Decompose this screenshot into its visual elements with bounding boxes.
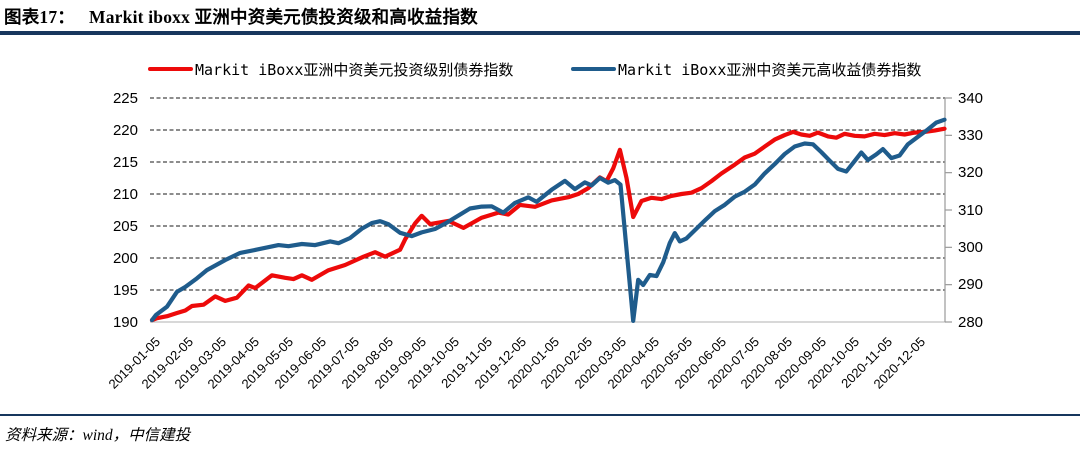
figure-number: 图表17： (4, 7, 75, 27)
legend-swatch-blue-line (571, 66, 616, 72)
series-lines (149, 117, 947, 323)
legend-label: Markit iBoxx亚洲中资美元投资级别债券指数 (195, 60, 514, 79)
right-axis-tick-label: 280 (958, 313, 984, 331)
legend-label: Markit iBoxx亚洲中资美元高收益债券指数 (618, 60, 922, 79)
right-axis-tick-label: 320 (958, 164, 984, 182)
right-axis-tick-label: 340 (958, 89, 984, 107)
right-axis-tick-label: 300 (958, 238, 984, 256)
right-axis-tick-label: 310 (958, 201, 984, 219)
left-axis-tick-label: 220 (112, 121, 138, 139)
left-axis-tick-label: 210 (112, 185, 138, 203)
footer-divider (0, 414, 1080, 416)
left-axis-tick-label: 205 (112, 217, 138, 235)
legend-item-investment-grade: Markit iBoxx亚洲中资美元投资级别债券指数 (148, 58, 513, 80)
left-axis-tick-label: 200 (112, 249, 138, 267)
left-axis-tick-label: 190 (112, 313, 138, 331)
axis-lines (150, 97, 952, 323)
page-title: 图表17： Markit iboxx 亚洲中资美元债投资级和高收益指数 (4, 4, 478, 29)
figure-title-text: Markit iboxx 亚洲中资美元债投资级和高收益指数 (89, 7, 478, 27)
right-axis-tick-label: 290 (958, 276, 984, 294)
right-axis-tick-label: 330 (958, 126, 984, 144)
legend-swatch-red-line (148, 66, 193, 72)
source-note: 资料来源：wind，中信建投 (5, 427, 191, 444)
legend-item-high-yield: Markit iBoxx亚洲中资美元高收益债券指数 (571, 58, 921, 80)
chart-legend: Markit iBoxx亚洲中资美元投资级别债券指数 Markit iBoxx亚… (0, 58, 1080, 80)
title-divider (0, 31, 1080, 35)
left-axis-tick-label: 225 (112, 89, 138, 107)
left-axis-tick-label: 195 (112, 281, 138, 299)
left-axis-tick-label: 215 (112, 153, 138, 171)
hy-series-line (149, 117, 947, 323)
